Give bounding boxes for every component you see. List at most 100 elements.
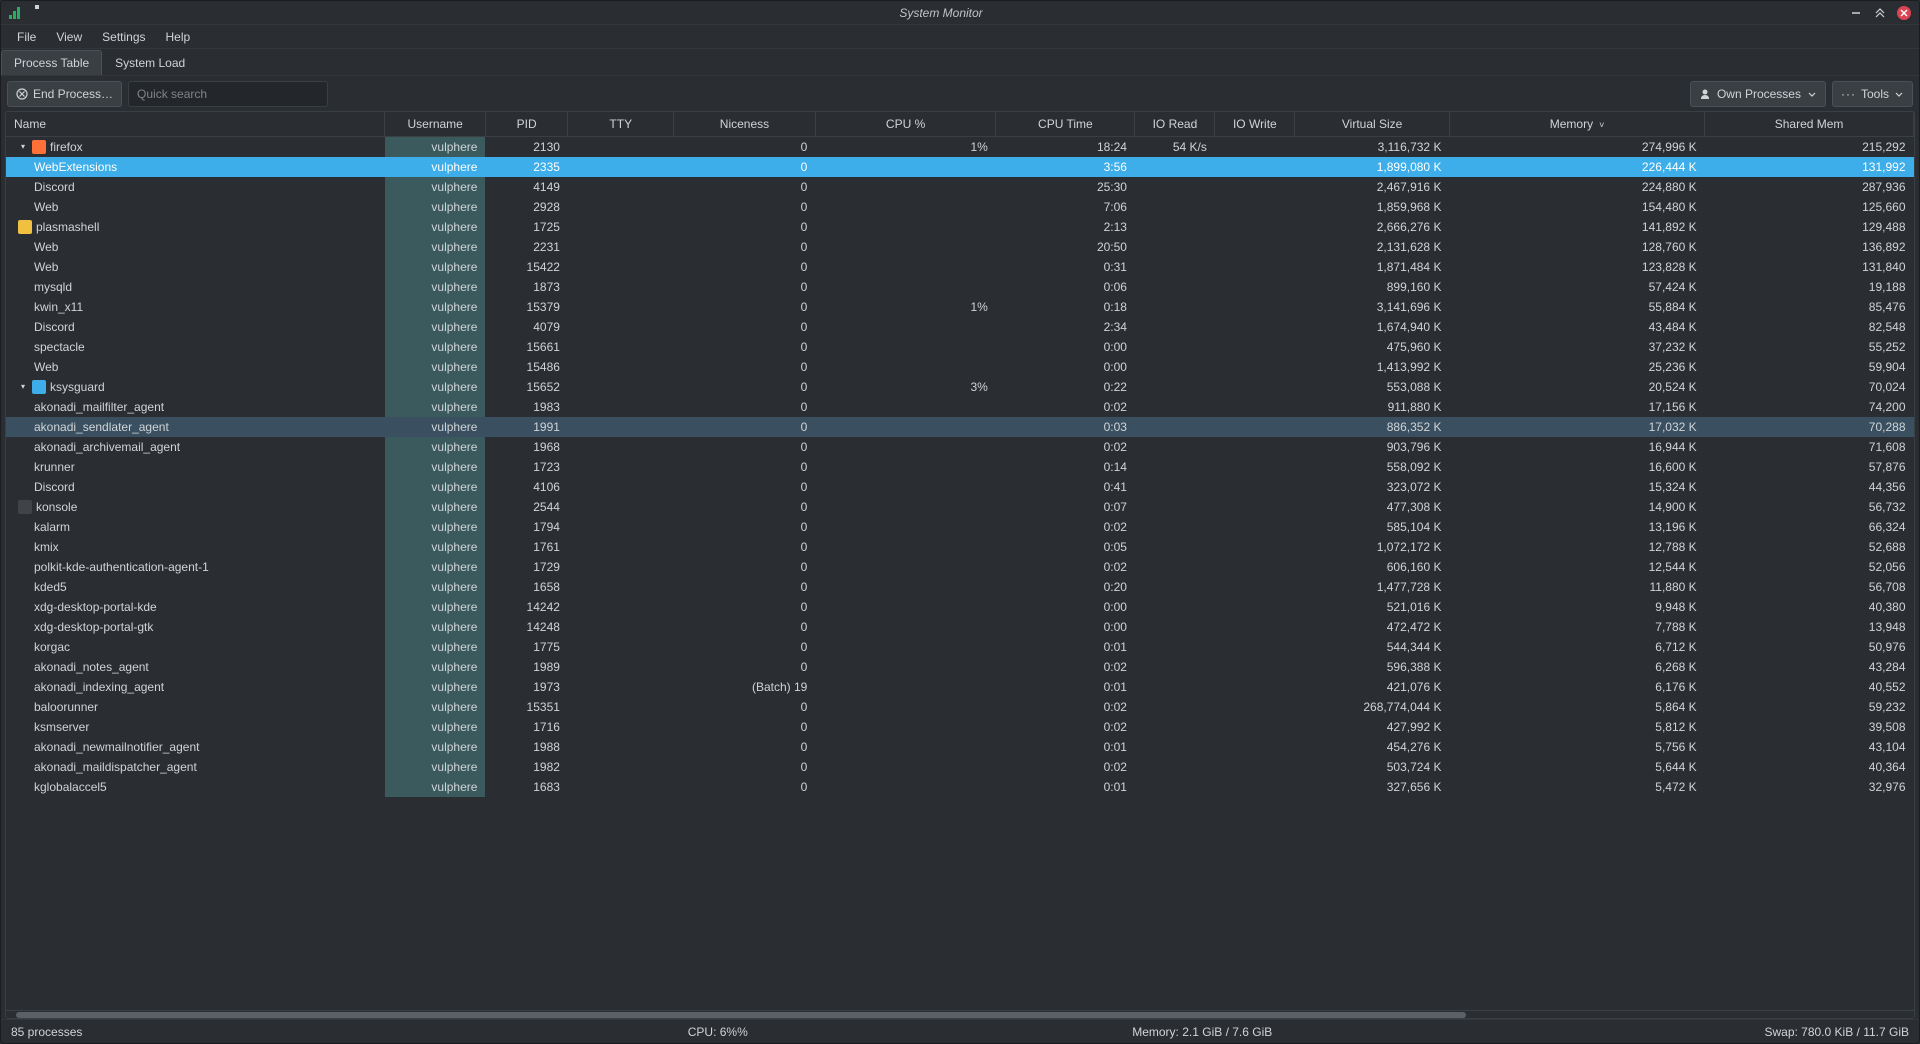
cell-user: vulphere — [385, 497, 486, 517]
cell-tty — [568, 417, 674, 437]
process-name: akonadi_indexing_agent — [34, 680, 164, 694]
cell-mem: 17,032 K — [1449, 417, 1704, 437]
process-name: Discord — [34, 180, 75, 194]
column-header-mem[interactable]: Memory˅ — [1449, 112, 1704, 137]
horizontal-scroll-thumb[interactable] — [16, 1012, 1466, 1018]
table-row[interactable]: mysqldvulphere187300:06899,160 K57,424 K… — [6, 277, 1914, 297]
menu-view[interactable]: View — [46, 27, 92, 47]
cell-user: vulphere — [385, 417, 486, 437]
column-header-tty[interactable]: TTY — [568, 112, 674, 137]
column-header-pid[interactable]: PID — [485, 112, 567, 137]
cell-name: ksmserver — [6, 717, 385, 737]
tab-process-table[interactable]: Process Table — [1, 50, 102, 75]
cell-name: WebExtensions — [6, 157, 385, 177]
menu-settings[interactable]: Settings — [92, 27, 155, 47]
search-input[interactable] — [128, 81, 328, 107]
cell-iowrite — [1215, 517, 1295, 537]
cell-user: vulphere — [385, 437, 486, 457]
table-row[interactable]: akonadi_notes_agentvulphere198900:02596,… — [6, 657, 1914, 677]
table-row[interactable]: Discordvulphere410600:41323,072 K15,324 … — [6, 477, 1914, 497]
cell-shmem: 131,992 — [1705, 157, 1914, 177]
cell-shmem: 44,356 — [1705, 477, 1914, 497]
table-row[interactable]: Webvulphere292807:061,859,968 K154,480 K… — [6, 197, 1914, 217]
column-header-cpu[interactable]: CPU % — [815, 112, 995, 137]
cell-shmem: 71,608 — [1705, 437, 1914, 457]
cell-tty — [568, 397, 674, 417]
tree-toggle-icon[interactable]: ▾ — [18, 142, 28, 151]
cell-mem: 16,600 K — [1449, 457, 1704, 477]
table-row[interactable]: korgacvulphere177500:01544,344 K6,712 K5… — [6, 637, 1914, 657]
process-name: akonadi_archivemail_agent — [34, 440, 180, 454]
table-row[interactable]: kglobalaccel5vulphere168300:01327,656 K5… — [6, 777, 1914, 797]
menu-help[interactable]: Help — [156, 27, 201, 47]
table-row[interactable]: baloorunnervulphere1535100:02268,774,044… — [6, 697, 1914, 717]
cell-user: vulphere — [385, 257, 486, 277]
table-row[interactable]: plasmashellvulphere172502:132,666,276 K1… — [6, 217, 1914, 237]
process-name: Web — [34, 360, 58, 374]
table-row[interactable]: akonadi_indexing_agentvulphere1973(Batch… — [6, 677, 1914, 697]
column-header-vsize[interactable]: Virtual Size — [1295, 112, 1450, 137]
cell-mem: 11,880 K — [1449, 577, 1704, 597]
column-header-iowrite[interactable]: IO Write — [1215, 112, 1295, 137]
table-row[interactable]: akonadi_newmailnotifier_agentvulphere198… — [6, 737, 1914, 757]
process-filter-dropdown[interactable]: Own Processes — [1690, 81, 1826, 107]
table-row[interactable]: Discordvulphere4149025:302,467,916 K224,… — [6, 177, 1914, 197]
table-row[interactable]: Discordvulphere407902:341,674,940 K43,48… — [6, 317, 1914, 337]
cell-cpu — [815, 217, 995, 237]
maximize-button[interactable] — [1873, 6, 1887, 20]
cell-user: vulphere — [385, 477, 486, 497]
table-row[interactable]: akonadi_archivemail_agentvulphere196800:… — [6, 437, 1914, 457]
column-header-name[interactable]: Name — [6, 112, 385, 137]
table-row[interactable]: spectaclevulphere1566100:00475,960 K37,2… — [6, 337, 1914, 357]
process-name: baloorunner — [34, 700, 98, 714]
table-row[interactable]: konsolevulphere254400:07477,308 K14,900 … — [6, 497, 1914, 517]
menu-file[interactable]: File — [7, 27, 46, 47]
column-header-ioread[interactable]: IO Read — [1135, 112, 1215, 137]
tools-button[interactable]: ··· Tools — [1832, 81, 1913, 107]
table-row[interactable]: kmixvulphere176100:051,072,172 K12,788 K… — [6, 537, 1914, 557]
table-row[interactable]: akonadi_maildispatcher_agentvulphere1982… — [6, 757, 1914, 777]
tree-toggle-icon[interactable]: ▾ — [18, 382, 28, 391]
cell-cpu — [815, 157, 995, 177]
table-row[interactable]: polkit-kde-authentication-agent-1vulpher… — [6, 557, 1914, 577]
table-row[interactable]: ksmservervulphere171600:02427,992 K5,812… — [6, 717, 1914, 737]
cell-nice: 0 — [674, 397, 816, 417]
cell-cputime: 0:05 — [996, 537, 1135, 557]
horizontal-scrollbar[interactable] — [6, 1010, 1914, 1018]
table-row[interactable]: kwin_x11vulphere1537901%0:183,141,696 K5… — [6, 297, 1914, 317]
cell-pid: 1683 — [485, 777, 567, 797]
process-table: NameUsernamePIDTTYNicenessCPU %CPU TimeI… — [6, 112, 1914, 797]
table-row[interactable]: akonadi_sendlater_agentvulphere199100:03… — [6, 417, 1914, 437]
table-row[interactable]: krunnervulphere172300:14558,092 K16,600 … — [6, 457, 1914, 477]
cell-nice: 0 — [674, 417, 816, 437]
table-row[interactable]: kalarmvulphere179400:02585,104 K13,196 K… — [6, 517, 1914, 537]
column-header-shmem[interactable]: Shared Mem — [1705, 112, 1914, 137]
cell-shmem: 19,188 — [1705, 277, 1914, 297]
close-button[interactable] — [1897, 6, 1911, 20]
cell-cpu — [815, 537, 995, 557]
table-row[interactable]: xdg-desktop-portal-gtkvulphere1424800:00… — [6, 617, 1914, 637]
table-row[interactable]: ▾firefoxvulphere213001%18:2454 K/s3,116,… — [6, 137, 1914, 157]
table-row[interactable]: kded5vulphere165800:201,477,728 K11,880 … — [6, 577, 1914, 597]
cell-cpu — [815, 337, 995, 357]
cell-shmem: 40,380 — [1705, 597, 1914, 617]
end-process-button[interactable]: End Process… — [7, 81, 122, 107]
table-row[interactable]: Webvulphere2231020:502,131,628 K128,760 … — [6, 237, 1914, 257]
column-header-cputime[interactable]: CPU Time — [996, 112, 1135, 137]
cell-vsize: 475,960 K — [1295, 337, 1450, 357]
cell-tty — [568, 297, 674, 317]
cell-mem: 13,196 K — [1449, 517, 1704, 537]
table-row[interactable]: akonadi_mailfilter_agentvulphere198300:0… — [6, 397, 1914, 417]
table-row[interactable]: Webvulphere1548600:001,413,992 K25,236 K… — [6, 357, 1914, 377]
table-row[interactable]: xdg-desktop-portal-kdevulphere1424200:00… — [6, 597, 1914, 617]
cell-shmem: 43,104 — [1705, 737, 1914, 757]
column-header-nice[interactable]: Niceness — [674, 112, 816, 137]
column-header-user[interactable]: Username — [385, 112, 486, 137]
table-row[interactable]: Webvulphere1542200:311,871,484 K123,828 … — [6, 257, 1914, 277]
cell-shmem: 32,976 — [1705, 777, 1914, 797]
tab-system-load[interactable]: System Load — [102, 50, 198, 75]
table-row[interactable]: ▾ksysguardvulphere1565203%0:22553,088 K2… — [6, 377, 1914, 397]
table-row[interactable]: WebExtensionsvulphere233503:561,899,080 … — [6, 157, 1914, 177]
cell-shmem: 82,548 — [1705, 317, 1914, 337]
minimize-button[interactable] — [1849, 6, 1863, 20]
